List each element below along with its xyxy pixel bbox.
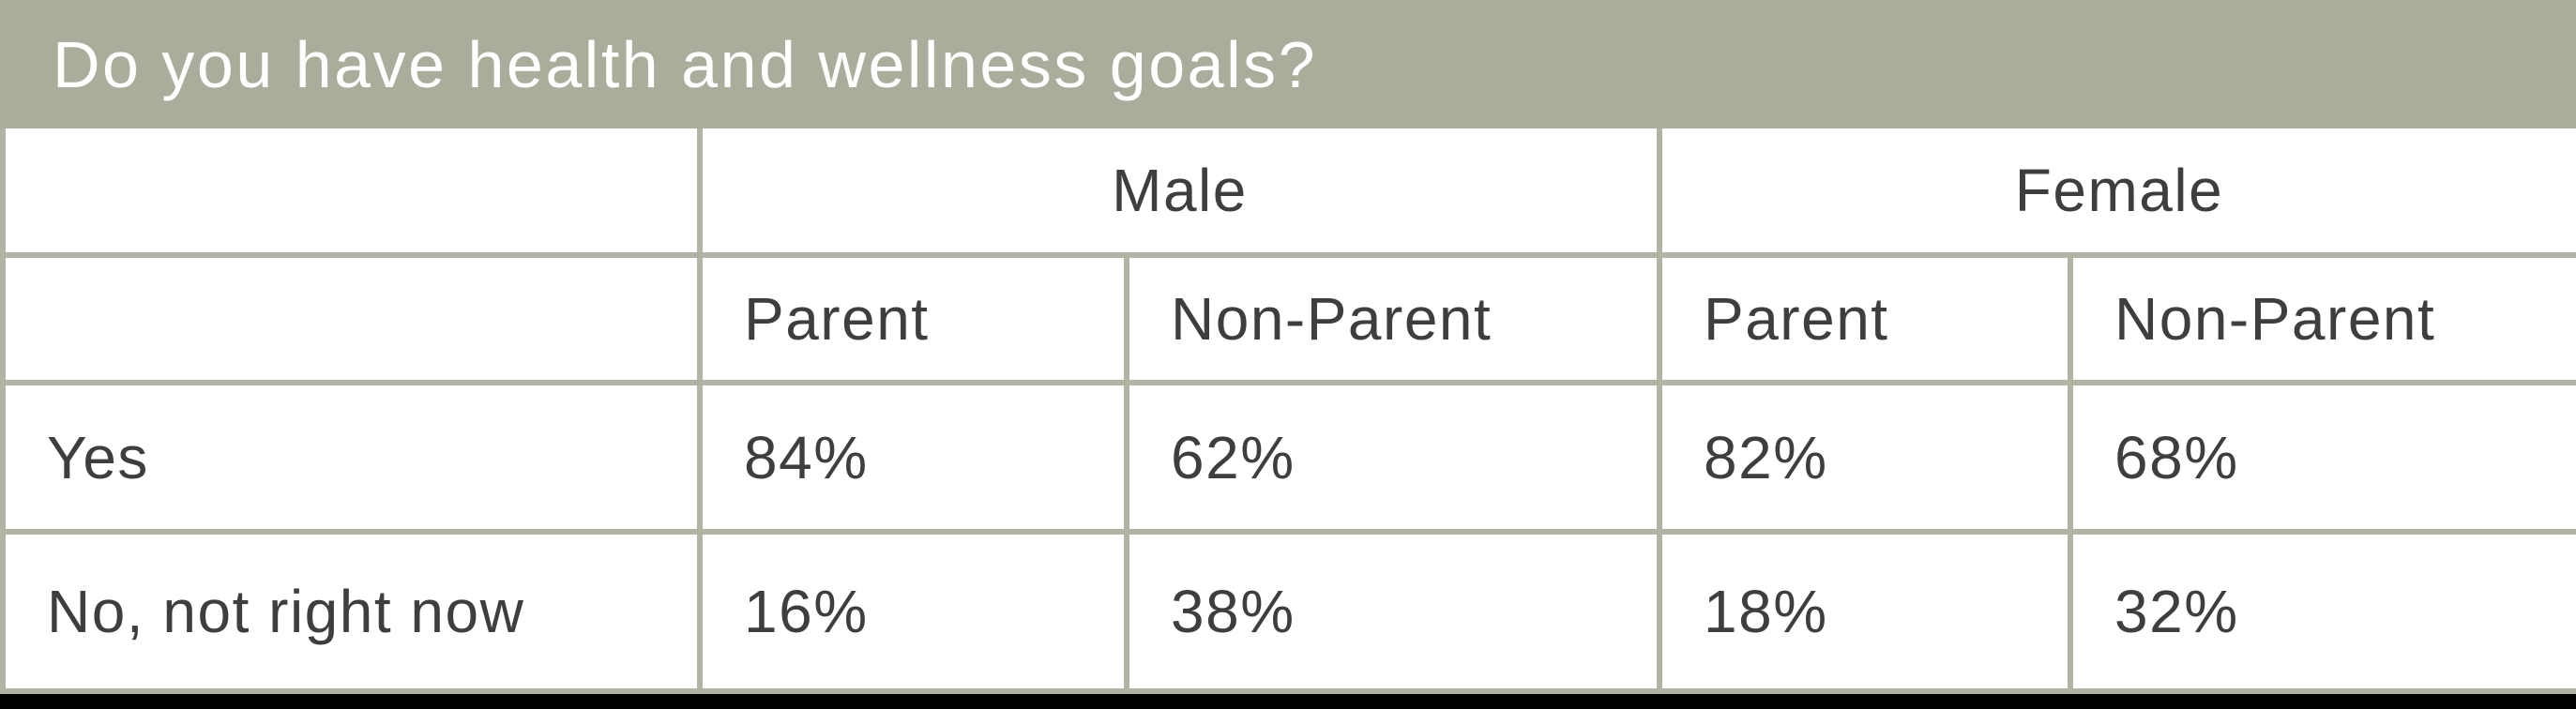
group-header-male: Male	[697, 128, 1662, 258]
sub-header-male-parent: Parent	[697, 252, 1129, 385]
value-no-female-non-parent: 32%	[2068, 529, 2576, 694]
row-label-yes: Yes	[0, 380, 703, 535]
group-header-row: Male Female	[0, 128, 2576, 258]
row-label-no: No, not right now	[0, 529, 703, 694]
group-header-female: Female	[1657, 128, 2576, 258]
sub-header-row: Parent Non-Parent Parent Non-Parent	[0, 252, 2576, 385]
sub-header-male-non-parent: Non-Parent	[1124, 252, 1662, 385]
table-row-yes: Yes 84% 62% 82% 68%	[0, 380, 2576, 535]
sub-header-female-non-parent: Non-Parent	[2068, 252, 2576, 385]
value-yes-male-non-parent: 62%	[1124, 380, 1662, 535]
sub-header-female-parent: Parent	[1657, 252, 2073, 385]
value-yes-female-non-parent: 68%	[2068, 380, 2576, 535]
table-title: Do you have health and wellness goals?	[53, 27, 1318, 101]
value-no-male-non-parent: 38%	[1124, 529, 1662, 694]
bottom-black-bar	[0, 694, 2576, 709]
corner-empty-cell	[0, 252, 703, 385]
value-yes-female-parent: 82%	[1657, 380, 2073, 535]
value-yes-male-parent: 84%	[697, 380, 1129, 535]
corner-empty-cell	[0, 128, 703, 258]
survey-results-table: Male Female Parent Non-Parent Parent Non…	[0, 128, 2576, 694]
value-no-female-parent: 18%	[1657, 529, 2073, 694]
table-row-no: No, not right now 16% 38% 18% 32%	[0, 529, 2576, 694]
value-no-male-parent: 16%	[697, 529, 1129, 694]
table-title-bar: Do you have health and wellness goals?	[0, 0, 2576, 128]
